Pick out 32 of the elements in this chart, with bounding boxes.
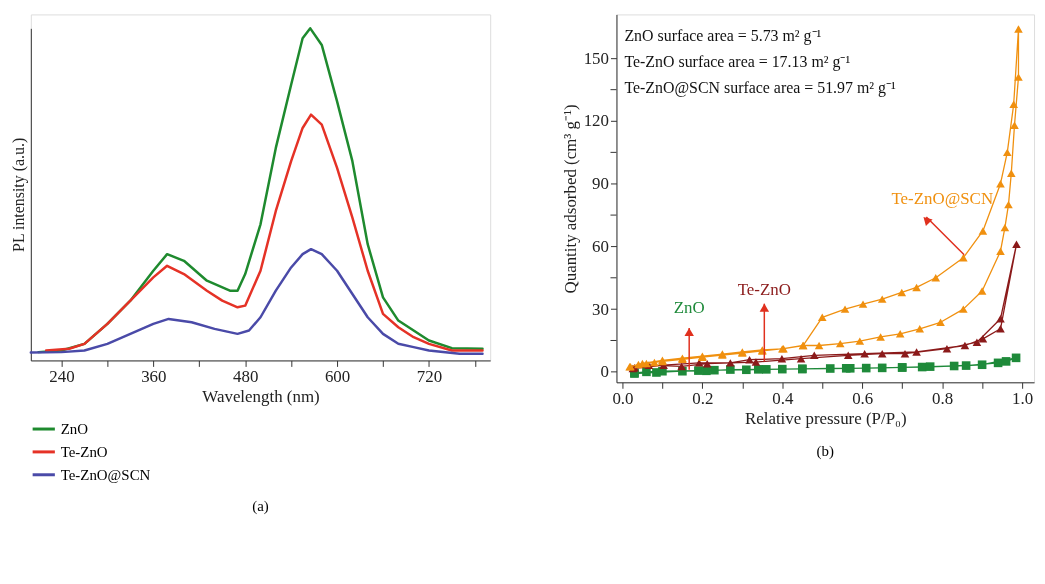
annotation: Te-ZnO bbox=[737, 279, 791, 299]
x-tick-label: 1.0 bbox=[1012, 388, 1034, 408]
annotation: Te-ZnO surface area = 17.13 m² g⁻¹ bbox=[624, 53, 851, 72]
x-tick-label: 0.0 bbox=[612, 388, 634, 408]
x-tick-label: 0.8 bbox=[932, 388, 954, 408]
x-tick-label: 0.4 bbox=[772, 388, 794, 408]
annotation: ZnO surface area = 5.73 m² g⁻¹ bbox=[624, 27, 822, 46]
x-axis-title: Wavelength (nm) bbox=[202, 386, 320, 406]
annotation: ZnO bbox=[673, 298, 705, 318]
legend-label: ZnO bbox=[60, 421, 89, 437]
text: (b) bbox=[816, 442, 834, 460]
legend-label: Te-ZnO@SCN bbox=[60, 466, 151, 483]
x-tick-label: 0.2 bbox=[692, 388, 714, 408]
x-tick-label: 360 bbox=[141, 366, 167, 386]
y-axis-title: PL intensity (a.u.) bbox=[10, 137, 29, 252]
legend-label: Te-ZnO bbox=[60, 443, 108, 460]
x-axis-title: Relative pressure (P/P₀) bbox=[744, 408, 907, 428]
x-tick-label: 600 bbox=[324, 366, 351, 386]
x-tick-label: 720 bbox=[416, 366, 443, 386]
annotation: Te-ZnO@SCN bbox=[891, 189, 994, 209]
y-tick-label: 120 bbox=[583, 111, 609, 131]
y-axis-title: Quantity adsorbed (cm³ g⁻¹) bbox=[560, 104, 580, 294]
x-tick-label: 480 bbox=[233, 366, 259, 386]
y-tick-label: 0 bbox=[600, 362, 609, 382]
y-tick-label: 30 bbox=[592, 299, 609, 319]
y-tick-label: 90 bbox=[592, 174, 609, 194]
y-tick-label: 60 bbox=[592, 236, 609, 256]
x-tick-label: 240 bbox=[49, 366, 75, 386]
text: (a) bbox=[252, 497, 269, 515]
x-tick-label: 0.6 bbox=[852, 388, 874, 408]
y-tick-label: 150 bbox=[583, 48, 609, 68]
annotation: Te-ZnO@SCN surface area = 51.97 m² g⁻¹ bbox=[624, 78, 896, 97]
